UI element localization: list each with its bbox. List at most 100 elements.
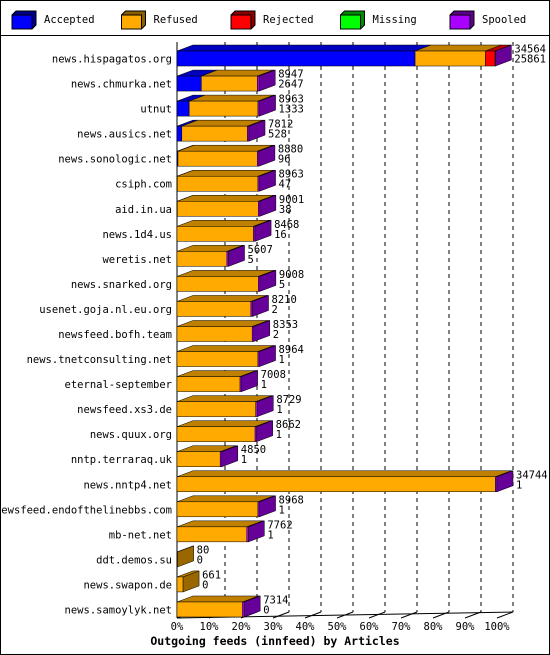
category-label: usenet.goja.nl.eu.org — [39, 304, 172, 316]
bar-side — [496, 470, 514, 493]
value-label: 7008 — [261, 369, 286, 381]
bar-segment — [176, 100, 190, 117]
bar-side — [248, 520, 265, 543]
bar-segment — [176, 301, 252, 317]
category-label: news.ausics.net — [77, 129, 172, 141]
bar-segment — [176, 476, 496, 493]
legend-swatch — [11, 14, 33, 30]
value-label: 34744 — [516, 469, 548, 481]
value-label: 2647 — [278, 79, 303, 91]
legend-swatch — [340, 14, 361, 30]
category-label: eternal-september — [65, 379, 172, 391]
bar-segment — [176, 251, 228, 267]
bar-segment — [176, 326, 253, 342]
bar-segment — [176, 226, 254, 242]
bar-segment — [177, 201, 259, 217]
bar-side — [259, 169, 276, 192]
value-label: 80 — [197, 544, 210, 556]
bar-segment — [176, 276, 259, 292]
value-label: 5607 — [248, 244, 273, 256]
value-label: 8353 — [273, 319, 298, 331]
value-label: 1333 — [279, 104, 304, 116]
value-label: 9001 — [279, 194, 304, 206]
bar-segment — [176, 526, 248, 543]
bar-segment — [176, 50, 416, 67]
value-label: 0 — [202, 579, 208, 591]
value-label: 8729 — [276, 394, 301, 406]
category-label: news.samoylyk.net — [65, 604, 172, 616]
value-label: 9008 — [279, 269, 304, 281]
category-label: newsfeed.bofh.team — [58, 329, 172, 341]
category-label: newsfeed.xs3.de — [77, 404, 172, 416]
x-tick-label: 40% — [296, 621, 316, 633]
bar-segment — [176, 75, 202, 92]
x-tick-label: 10% — [200, 621, 220, 633]
category-label: weretis.net — [102, 254, 172, 266]
bar-side — [259, 94, 276, 117]
tick-mark — [304, 611, 322, 619]
category-label: utnut — [140, 104, 172, 116]
value-label: 8662 — [276, 419, 301, 431]
bar-side — [257, 395, 274, 417]
x-tick-label: 0% — [171, 621, 184, 633]
value-label: 8468 — [274, 219, 299, 231]
category-label: news.tnetconsulting.net — [27, 354, 172, 366]
category-label: news.hispagatos.org — [52, 54, 172, 66]
category-label: ddt.demos.su — [96, 554, 172, 566]
value-label: 2 — [272, 304, 278, 316]
bar-side — [256, 420, 273, 443]
value-label: 16 — [274, 229, 287, 241]
bar-side — [258, 69, 276, 92]
bar-segment — [176, 376, 241, 392]
legend-swatch — [230, 14, 252, 30]
category-label: news.quux.org — [90, 429, 172, 441]
bar-side — [258, 144, 276, 167]
value-label: 96 — [278, 154, 291, 166]
value-label: 661 — [202, 569, 221, 581]
bar-side — [259, 495, 276, 518]
category-label: csiph.com — [115, 179, 172, 191]
value-label: 528 — [268, 129, 287, 141]
legend-label: Spooled — [482, 14, 526, 26]
bar-side — [495, 44, 512, 67]
bar-side — [248, 119, 266, 142]
value-label: 2 — [273, 329, 279, 341]
x-tick-label: 20% — [232, 621, 252, 633]
bar-segment — [414, 50, 486, 67]
category-label: news.snarked.org — [71, 279, 172, 291]
x-tick-label: 50% — [328, 621, 348, 633]
bar-side — [259, 270, 277, 292]
bar-side — [253, 320, 271, 342]
bar-side — [221, 445, 239, 468]
legend-swatch — [449, 14, 471, 30]
value-label: 0 — [197, 554, 203, 566]
category-label: news.nntp4.net — [83, 479, 172, 491]
value-label: 1 — [516, 479, 522, 491]
value-label: 1 — [276, 429, 282, 441]
tick-mark — [432, 611, 450, 619]
bar-segment — [177, 175, 259, 192]
legend-label: Rejected — [263, 14, 314, 26]
bar-side — [182, 570, 200, 593]
x-tick-label: 90% — [456, 621, 476, 633]
tick-mark — [272, 611, 290, 619]
bar-top — [176, 495, 275, 503]
tick-mark — [336, 611, 354, 619]
value-label: 5 — [248, 254, 254, 266]
bar-segment — [257, 75, 260, 92]
value-label: 1 — [276, 404, 282, 416]
x-axis-title: Outgoing feeds (innfeed) by Articles — [150, 634, 399, 648]
category-label: aid.in.ua — [115, 204, 172, 216]
bar-side — [259, 194, 277, 217]
bar-segment — [176, 576, 184, 593]
value-label: 38 — [279, 204, 292, 216]
category-label: news.chmurka.net — [71, 79, 172, 91]
value-label: 25861 — [514, 54, 546, 66]
bar-side — [177, 545, 194, 568]
x-tick-label: 100% — [484, 621, 510, 633]
value-label: 8210 — [272, 294, 297, 306]
bar-segment — [188, 100, 259, 117]
category-label: news.swapon.de — [83, 579, 172, 591]
value-label: 5 — [279, 279, 285, 291]
